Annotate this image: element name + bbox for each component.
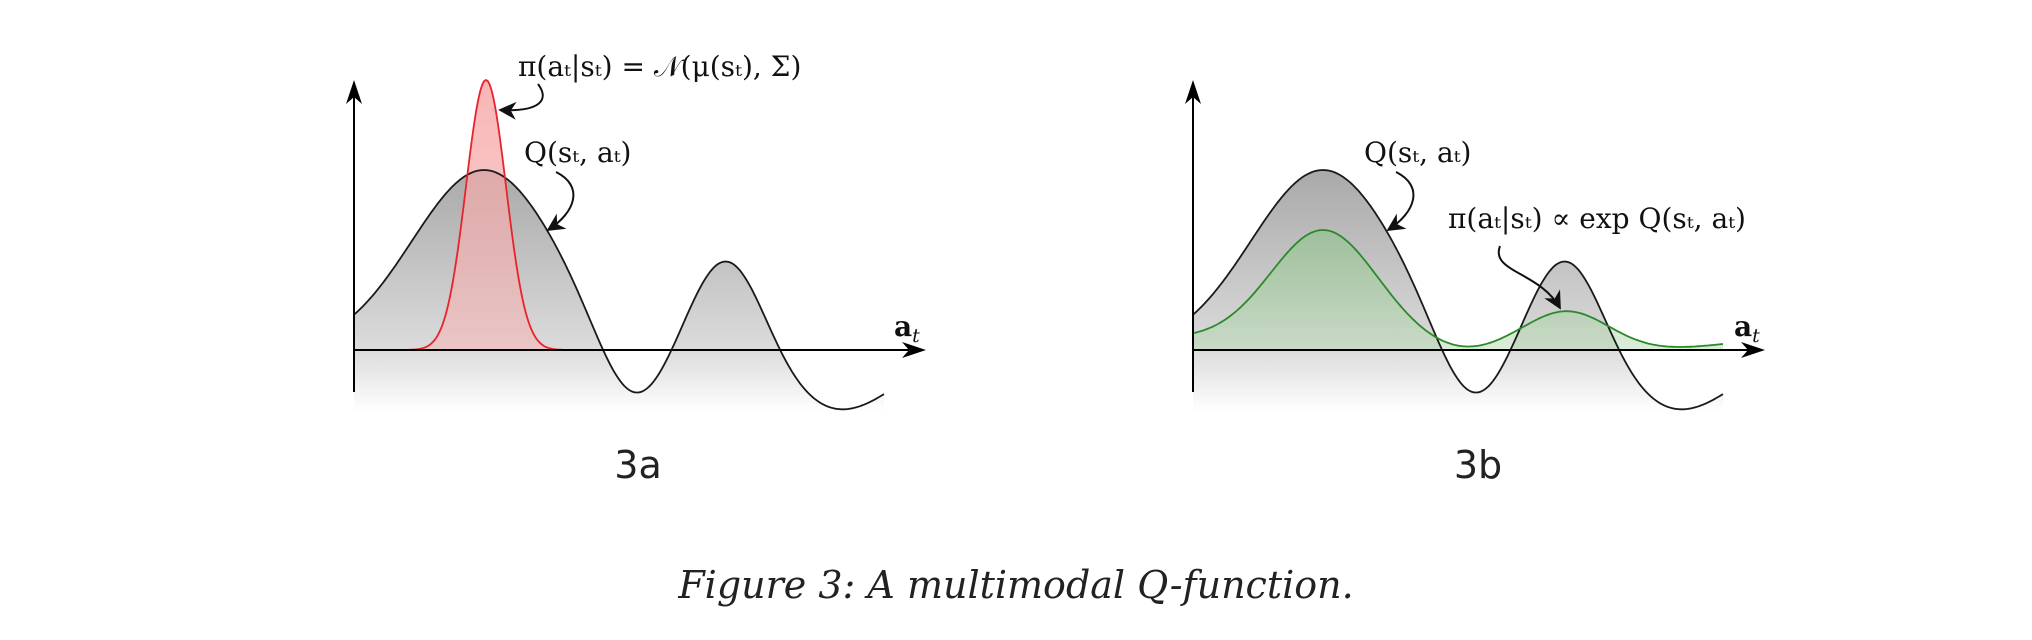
- policy-curve-b: [1192, 229, 1724, 348]
- q-annotation-arrow-a: [546, 171, 575, 231]
- y-axis-arrow-a: [346, 80, 362, 104]
- x-axis-label-a: at: [894, 310, 920, 347]
- q-function-curve-a: [353, 169, 885, 411]
- panel-b: at Q(sₜ, aₜ) π(aₜ|sₜ) ∝ exp Q(sₜ, aₜ) 3b: [1185, 80, 1765, 487]
- policy-curve-a: [404, 78, 565, 351]
- q-annotation-b: Q(sₜ, aₜ): [1364, 136, 1471, 169]
- q-annotation-a: Q(sₜ, aₜ): [524, 136, 631, 169]
- q-function-fill-a: [354, 170, 884, 412]
- x-axis-label-b: at: [1734, 310, 1760, 347]
- x-axis-arrow-b: [1741, 342, 1765, 358]
- y-axis-arrow-b: [1185, 80, 1201, 104]
- figure-caption: Figure 3: A multimodal Q-function.: [677, 563, 1353, 607]
- x-axis-arrow-a: [902, 342, 926, 358]
- policy-fill-a: [404, 80, 564, 350]
- policy-fill-b: [1193, 230, 1723, 350]
- policy-annotation-b: π(aₜ|sₜ) ∝ exp Q(sₜ, aₜ): [1448, 202, 1746, 235]
- policy-annotation-a: π(aₜ|sₜ) = 𝒩(μ(sₜ), Σ): [518, 50, 801, 83]
- panel-a: at π(aₜ|sₜ) = 𝒩(μ(sₜ), Σ) Q(sₜ, aₜ) 3a: [346, 50, 926, 487]
- policy-annotation-arrow-a: [498, 83, 544, 120]
- q-function-curve-b: [1192, 169, 1724, 411]
- panel-label-b: 3b: [1454, 443, 1502, 487]
- panel-label-a: 3a: [614, 443, 661, 487]
- q-annotation-arrow-b: [1386, 171, 1415, 231]
- policy-annotation-arrow-b: [1497, 245, 1561, 310]
